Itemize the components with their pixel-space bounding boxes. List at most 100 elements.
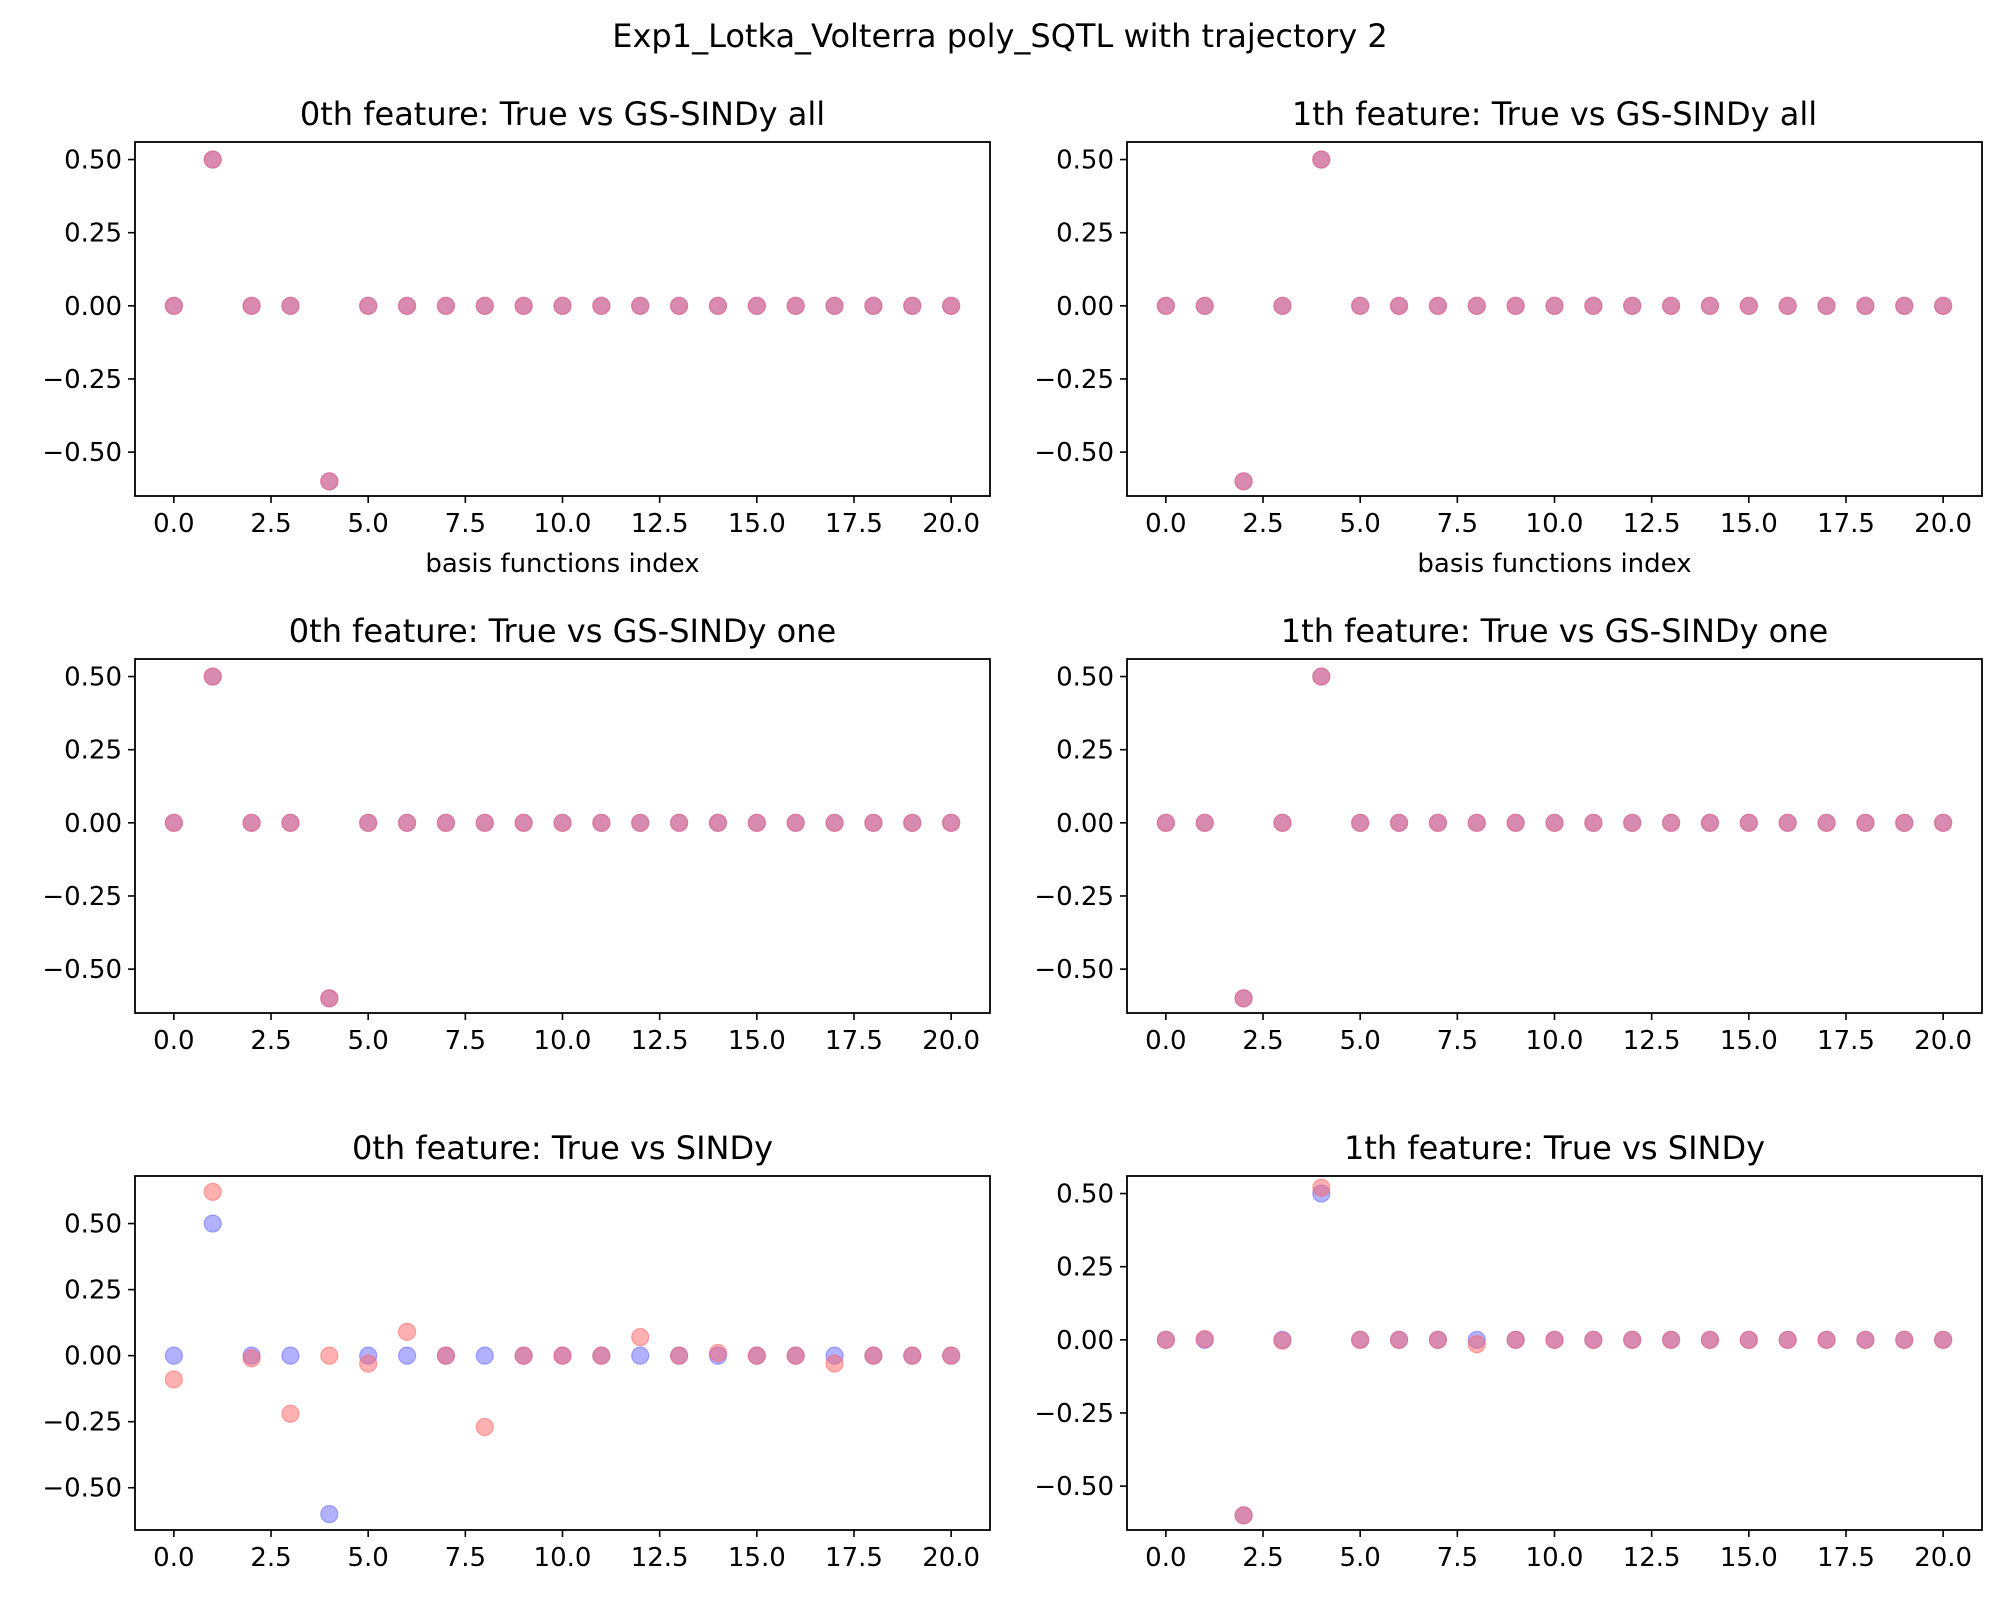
estimated-point xyxy=(1273,813,1292,832)
x-tick-label: 10.0 xyxy=(1526,1543,1584,1573)
y-tick-label: −0.50 xyxy=(42,438,122,468)
estimated-point xyxy=(1428,296,1448,315)
y-tick-label: −0.25 xyxy=(42,365,122,395)
estimated-point xyxy=(1778,296,1797,315)
x-tick-label: 20.0 xyxy=(1914,509,1972,539)
x-tick-label: 17.5 xyxy=(825,1026,883,1056)
estimated-point xyxy=(1273,296,1292,315)
estimated-point xyxy=(1351,296,1370,315)
estimated-point xyxy=(825,296,844,315)
x-tick-label: 17.5 xyxy=(825,509,883,539)
y-tick-label: −0.25 xyxy=(42,1408,122,1438)
x-tick-label: 5.0 xyxy=(1340,1026,1381,1056)
estimated-point xyxy=(320,1346,339,1365)
estimated-point xyxy=(1739,296,1758,315)
x-tick-label: 10.0 xyxy=(534,1543,592,1573)
estimated-point xyxy=(1739,1330,1758,1349)
estimated-point xyxy=(1778,1330,1797,1349)
estimated-point xyxy=(475,296,494,315)
estimated-point xyxy=(242,813,261,832)
x-tick-label: 0.0 xyxy=(1145,1543,1186,1573)
x-tick-label: 17.5 xyxy=(1817,1026,1875,1056)
subplot-2: 0th feature: True vs GS-SINDy one 0.0 2.5 5… xyxy=(42,612,991,1056)
estimated-point xyxy=(359,296,378,315)
x-tick-label: 15.0 xyxy=(728,509,786,539)
axes-frame xyxy=(134,141,991,497)
x-tick-label: 20.0 xyxy=(922,1026,980,1056)
y-tick-label: −0.50 xyxy=(42,955,122,985)
x-tick-label: 20.0 xyxy=(1914,1543,1972,1573)
estimated-point xyxy=(1545,1330,1564,1349)
x-tick-label: 15.0 xyxy=(728,1026,786,1056)
y-tick-label: 0.50 xyxy=(64,663,122,693)
estimated-point xyxy=(164,296,183,315)
estimated-point xyxy=(1156,813,1175,832)
estimated-point xyxy=(747,813,766,832)
x-tick-label: 7.5 xyxy=(445,1026,486,1056)
true-point xyxy=(397,1346,417,1365)
axes-frame xyxy=(1126,141,1983,497)
x-tick-label: 2.5 xyxy=(1242,1543,1283,1573)
estimated-point xyxy=(1700,1330,1720,1349)
estimated-point xyxy=(942,1346,961,1365)
estimated-point xyxy=(475,813,494,832)
estimated-point xyxy=(1623,296,1642,315)
true-point xyxy=(320,1505,339,1524)
subplot-4: 0th feature: True vs SINDy 0.0 2.5 5.0 7.5 10… xyxy=(42,1129,991,1573)
estimated-point xyxy=(708,296,728,315)
x-axis-label: basis functions index xyxy=(425,549,699,579)
estimated-point xyxy=(281,813,300,832)
x-tick-label: 0.0 xyxy=(1145,509,1186,539)
estimated-point xyxy=(1312,1178,1331,1197)
estimated-point xyxy=(397,813,417,832)
estimated-point xyxy=(1584,296,1603,315)
estimated-point xyxy=(864,813,883,832)
estimated-point xyxy=(475,1417,494,1437)
estimated-point xyxy=(1584,1330,1603,1349)
x-axis-label: basis functions index xyxy=(1417,549,1691,579)
estimated-point xyxy=(1428,1330,1448,1349)
estimated-point xyxy=(1506,1330,1525,1349)
x-tick-label: 17.5 xyxy=(1817,1543,1875,1573)
estimated-point xyxy=(1234,989,1253,1008)
subplot-3: 1th feature: True vs GS-SINDy one 0.0 2.5 5… xyxy=(1034,612,1983,1056)
estimated-point xyxy=(669,1346,689,1365)
estimated-point xyxy=(320,989,339,1008)
estimated-point xyxy=(1156,296,1175,315)
true-point xyxy=(203,1214,222,1233)
x-tick-label: 0.0 xyxy=(153,1543,194,1573)
subplot-0: 0th feature: True vs GS-SINDy all 0.0 2.5 5… xyxy=(42,95,991,579)
estimated-point xyxy=(1545,296,1564,315)
estimated-point xyxy=(1817,296,1836,315)
estimated-point xyxy=(1934,813,1953,832)
estimated-point xyxy=(1467,1335,1486,1354)
estimated-point xyxy=(164,813,183,832)
estimated-point xyxy=(397,296,417,315)
y-tick-label: −0.25 xyxy=(42,882,122,912)
estimated-point xyxy=(708,813,728,832)
true-point xyxy=(475,1346,494,1365)
estimated-point xyxy=(786,813,805,832)
x-tick-label: 7.5 xyxy=(445,509,486,539)
y-tick-label: 0.00 xyxy=(64,809,122,839)
estimated-point xyxy=(1856,1330,1875,1349)
estimated-point xyxy=(320,472,339,491)
y-tick-label: 0.00 xyxy=(1056,292,1114,322)
subplot-title: 1th feature: True vs SINDy xyxy=(1344,1129,1765,1167)
estimated-point xyxy=(631,296,650,315)
subplot-1: 1th feature: True vs GS-SINDy all 0.0 2.5 5… xyxy=(1034,95,1983,579)
x-tick-label: 15.0 xyxy=(1720,509,1778,539)
estimated-point xyxy=(864,296,883,315)
true-point xyxy=(164,1346,183,1365)
estimated-point xyxy=(164,1370,183,1389)
estimated-point xyxy=(1623,1330,1642,1349)
estimated-point xyxy=(1623,813,1642,832)
y-tick-label: 0.25 xyxy=(64,736,122,766)
estimated-point xyxy=(1895,296,1914,315)
estimated-point xyxy=(1428,813,1448,832)
estimated-point xyxy=(1156,1330,1175,1349)
estimated-point xyxy=(1545,813,1564,832)
x-tick-label: 5.0 xyxy=(1340,509,1381,539)
estimated-point xyxy=(1817,1330,1836,1349)
x-tick-label: 5.0 xyxy=(1340,1543,1381,1573)
